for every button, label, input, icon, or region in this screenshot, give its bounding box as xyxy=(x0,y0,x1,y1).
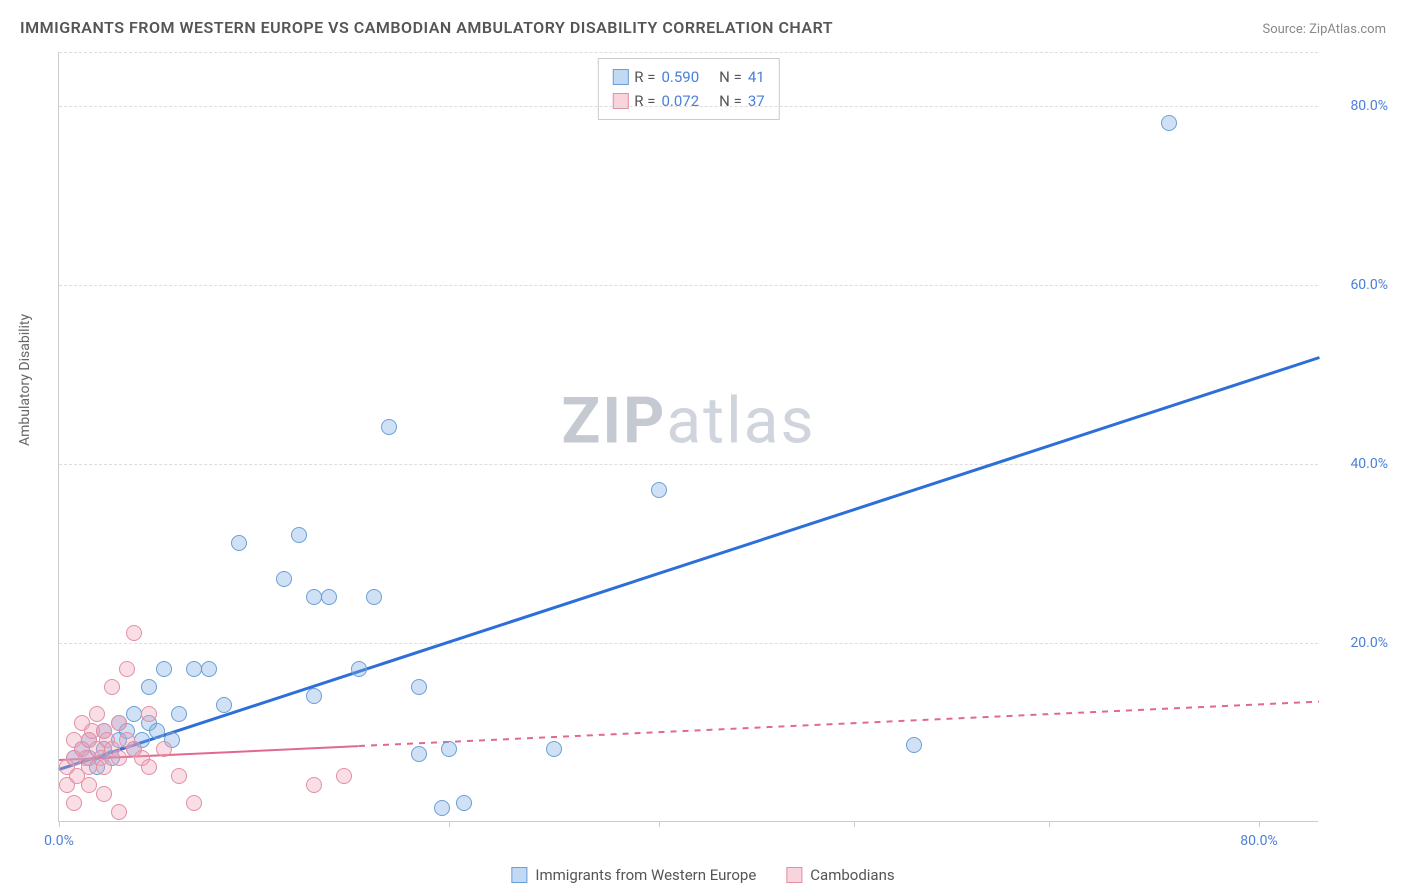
data-point xyxy=(456,795,472,811)
data-point xyxy=(216,697,232,713)
data-point xyxy=(546,741,562,757)
data-point xyxy=(381,419,397,435)
data-point xyxy=(336,768,352,784)
data-point xyxy=(186,795,202,811)
data-point xyxy=(171,768,187,784)
data-point xyxy=(81,777,97,793)
x-tick xyxy=(449,821,450,827)
data-point xyxy=(156,661,172,677)
data-point xyxy=(96,759,112,775)
data-point xyxy=(89,706,105,722)
data-point xyxy=(306,589,322,605)
data-point xyxy=(306,777,322,793)
gridline xyxy=(59,643,1318,644)
x-tick xyxy=(1259,821,1260,827)
data-point xyxy=(141,679,157,695)
x-tick-label: 0.0% xyxy=(44,833,74,849)
y-tick-label: 60.0% xyxy=(1350,277,1388,293)
data-point xyxy=(651,482,667,498)
data-point xyxy=(156,741,172,757)
trend-line xyxy=(359,701,1319,747)
data-point xyxy=(66,795,82,811)
data-point xyxy=(201,661,217,677)
data-point xyxy=(1161,115,1177,131)
data-point xyxy=(411,746,427,762)
legend-stats: R = 0.590N = 41R = 0.072N = 37 xyxy=(597,58,779,120)
data-point xyxy=(306,688,322,704)
legend-item: Cambodians xyxy=(786,866,894,884)
x-tick xyxy=(854,821,855,827)
legend-swatch xyxy=(612,69,628,85)
data-point xyxy=(104,679,120,695)
x-tick-label: 80.0% xyxy=(1240,833,1278,849)
legend-item: Immigrants from Western Europe xyxy=(511,866,756,884)
data-point xyxy=(231,535,247,551)
x-tick xyxy=(59,821,60,827)
legend-series: Immigrants from Western Europe Cambodians xyxy=(511,866,894,884)
y-tick-label: 40.0% xyxy=(1350,456,1388,472)
data-point xyxy=(321,589,337,605)
x-tick xyxy=(659,821,660,827)
watermark: ZIPatlas xyxy=(562,384,816,459)
data-point xyxy=(366,589,382,605)
data-point xyxy=(96,786,112,802)
x-tick xyxy=(1049,821,1050,827)
chart-area: ZIPatlas R = 0.590N = 41R = 0.072N = 37 … xyxy=(58,52,1318,822)
y-axis-label: Ambulatory Disability xyxy=(17,314,33,446)
data-point xyxy=(126,625,142,641)
legend-stat-row: R = 0.590N = 41 xyxy=(612,65,764,89)
data-point xyxy=(111,715,127,731)
data-point xyxy=(141,759,157,775)
data-point xyxy=(291,527,307,543)
legend-stat-row: R = 0.072N = 37 xyxy=(612,89,764,113)
data-point xyxy=(906,737,922,753)
gridline xyxy=(59,106,1318,107)
source-label: Source: ZipAtlas.com xyxy=(1262,22,1386,37)
gridline xyxy=(59,52,1318,53)
legend-swatch xyxy=(786,867,802,883)
data-point xyxy=(276,571,292,587)
y-tick-label: 80.0% xyxy=(1350,98,1388,114)
gridline xyxy=(59,464,1318,465)
data-point xyxy=(111,750,127,766)
gridline xyxy=(59,285,1318,286)
chart-title: IMMIGRANTS FROM WESTERN EUROPE VS CAMBOD… xyxy=(20,18,833,37)
data-point xyxy=(149,723,165,739)
data-point xyxy=(126,706,142,722)
data-point xyxy=(141,706,157,722)
data-point xyxy=(186,661,202,677)
y-tick-label: 20.0% xyxy=(1350,635,1388,651)
data-point xyxy=(441,741,457,757)
data-point xyxy=(434,800,450,816)
data-point xyxy=(111,804,127,820)
legend-swatch xyxy=(511,867,527,883)
data-point xyxy=(119,661,135,677)
data-point xyxy=(411,679,427,695)
data-point xyxy=(171,706,187,722)
data-point xyxy=(351,661,367,677)
